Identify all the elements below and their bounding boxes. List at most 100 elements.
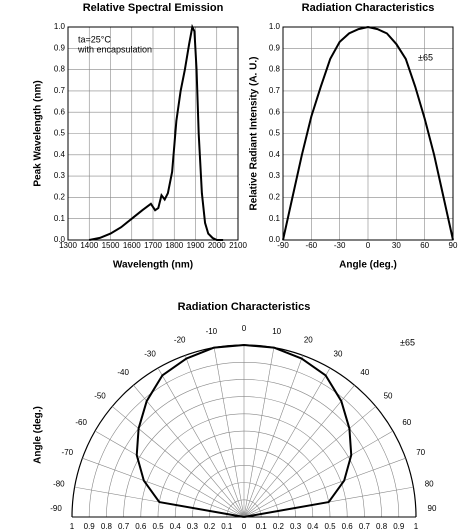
y-tick-label: 0.0 <box>54 235 66 244</box>
grid-line <box>243 355 304 518</box>
r-tick-label: 0.5 <box>324 522 336 531</box>
r-tick-label: 0 <box>242 522 247 531</box>
r-tick-label: 0.1 <box>256 522 268 531</box>
y-tick-label: 1.0 <box>269 22 281 31</box>
theta-tick-label: 90 <box>428 504 437 513</box>
theta-tick-label: -50 <box>94 391 106 400</box>
r-tick-label: 0.7 <box>118 522 130 531</box>
y-tick-label: 0.1 <box>269 214 281 223</box>
theta-tick-label: -10 <box>206 327 218 336</box>
y-tick-label: 0.4 <box>54 150 66 159</box>
y-tick-label: 0.8 <box>269 65 281 74</box>
theta-tick-label: -40 <box>117 368 129 377</box>
data-line <box>135 344 353 518</box>
theta-tick-label: 70 <box>416 448 425 457</box>
theta-tick-label: -20 <box>174 335 186 344</box>
y-tick-label: 0.7 <box>54 86 66 95</box>
r-tick-label: 0.8 <box>376 522 388 531</box>
y-tick-label: 0.6 <box>269 107 281 116</box>
y-tick-label: 0.5 <box>54 129 66 138</box>
x-tick-label: 1600 <box>123 241 141 250</box>
r-tick-label: 0.6 <box>135 522 147 531</box>
theta-tick-label: 0 <box>242 324 247 333</box>
x-tick-label: -60 <box>306 241 318 250</box>
x-tick-label: 1300 <box>59 241 77 250</box>
grid-line <box>82 457 245 518</box>
x-tick-label: 1500 <box>102 241 120 250</box>
grid-line <box>243 385 355 518</box>
annotation: with encapsulation <box>77 44 152 54</box>
grid-line <box>94 430 245 518</box>
annotation: ta=25°C <box>78 34 111 44</box>
theta-tick-label: -70 <box>62 448 74 457</box>
y-tick-label: 0.2 <box>269 193 281 202</box>
y-tick-label: 0.0 <box>269 235 281 244</box>
r-tick-label: 1 <box>414 522 419 531</box>
y-axis-label: Angle (deg.) <box>33 406 44 464</box>
y-tick-label: 0.5 <box>269 129 281 138</box>
y-tick-label: 0.4 <box>269 150 281 159</box>
theta-tick-label: 10 <box>272 327 281 336</box>
r-tick-label: 0.2 <box>204 522 216 531</box>
r-tick-label: 0.5 <box>152 522 164 531</box>
grid-line <box>184 355 245 518</box>
grid-line <box>243 457 406 518</box>
theta-tick-label: 40 <box>360 368 369 377</box>
r-tick-label: 0.6 <box>342 522 354 531</box>
x-tick-label: 2000 <box>208 241 226 250</box>
grid-line <box>213 347 245 518</box>
y-tick-label: 0.3 <box>269 171 281 180</box>
r-tick-label: 0.7 <box>359 522 371 531</box>
plot-frame <box>67 26 239 241</box>
chart-title: Radiation Characteristics <box>178 301 311 313</box>
chart-title: Relative Spectral Emission <box>83 2 224 14</box>
r-tick-label: 0.1 <box>221 522 233 531</box>
grid-line <box>243 430 394 518</box>
r-tick-label: 0.9 <box>84 522 96 531</box>
y-axis-label: Relative Radiant Intensity (A. U.) <box>249 57 260 211</box>
theta-tick-label: 20 <box>304 335 313 344</box>
y-tick-label: 0.7 <box>269 86 281 95</box>
y-tick-label: 0.3 <box>54 171 66 180</box>
x-tick-label: 1800 <box>165 241 183 250</box>
x-tick-label: 90 <box>449 241 458 250</box>
theta-tick-label: -80 <box>53 479 65 488</box>
x-tick-label: 1700 <box>144 241 162 250</box>
grid-line <box>133 385 245 518</box>
annotation: ±65 <box>418 52 433 62</box>
x-axis-label: Angle (deg.) <box>339 260 397 271</box>
r-tick-label: 0.3 <box>290 522 302 531</box>
x-tick-label: 1400 <box>80 241 98 250</box>
y-axis-label: Peak Wavelength (nm) <box>33 80 44 186</box>
data-line <box>282 25 454 241</box>
theta-tick-label: -90 <box>50 504 62 513</box>
x-tick-label: -30 <box>334 241 346 250</box>
annotation: ±65 <box>400 337 415 347</box>
y-tick-label: 0.2 <box>54 193 66 202</box>
x-tick-label: 0 <box>366 241 371 250</box>
data-line <box>89 23 224 241</box>
grid-line <box>157 367 245 518</box>
y-tick-label: 0.6 <box>54 107 66 116</box>
theta-tick-label: 30 <box>334 349 343 358</box>
theta-tick-label: -30 <box>144 349 156 358</box>
chart-title: Radiation Characteristics <box>302 2 435 14</box>
x-tick-label: 1900 <box>187 241 205 250</box>
r-tick-label: 0.3 <box>187 522 199 531</box>
y-tick-label: 0.9 <box>269 43 281 52</box>
r-tick-label: 0.4 <box>307 522 319 531</box>
y-tick-label: 0.1 <box>54 214 66 223</box>
theta-tick-label: 50 <box>384 391 393 400</box>
theta-tick-label: 60 <box>402 418 411 427</box>
x-axis-label: Wavelength (nm) <box>113 260 193 271</box>
grid-line <box>112 406 245 518</box>
r-tick-label: 0.9 <box>393 522 405 531</box>
theta-tick-label: 80 <box>425 479 434 488</box>
x-tick-label: 60 <box>420 241 429 250</box>
r-tick-label: 0.2 <box>273 522 285 531</box>
x-tick-label: 30 <box>392 241 401 250</box>
theta-tick-label: -60 <box>75 418 87 427</box>
x-tick-label: -90 <box>277 241 289 250</box>
x-tick-label: 2100 <box>229 241 247 250</box>
